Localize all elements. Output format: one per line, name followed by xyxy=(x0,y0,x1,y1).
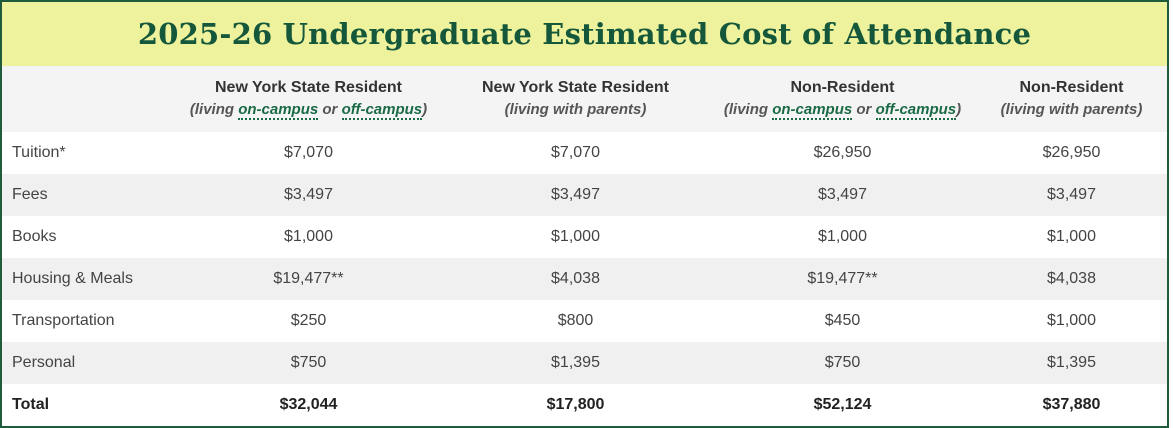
table-cell: $7,070 xyxy=(175,132,442,174)
table-cell: $1,000 xyxy=(442,216,709,258)
table-cell: $1,000 xyxy=(709,216,976,258)
table-header: New York State Resident (living on-campu… xyxy=(2,66,1167,132)
table-cell: $800 xyxy=(442,300,709,342)
subtitle-prefix: (living xyxy=(189,101,239,118)
table-cell: $1,000 xyxy=(976,300,1167,342)
header-nys-resident-campus: New York State Resident (living on-campu… xyxy=(175,66,442,132)
table-row-total: Total $32,044 $17,800 $52,124 $37,880 xyxy=(2,384,1167,426)
subtitle-prefix: (living xyxy=(723,101,773,118)
row-label: Transportation xyxy=(2,300,175,342)
table-cell: $19,477** xyxy=(175,258,442,300)
table-cell: $250 xyxy=(175,300,442,342)
table-row-tuition: Tuition* $7,070 $7,070 $26,950 $26,950 xyxy=(2,132,1167,174)
row-label: Fees xyxy=(2,174,175,216)
table-cell: $1,000 xyxy=(976,216,1167,258)
table-cell: $26,950 xyxy=(709,132,976,174)
table-cell: $7,070 xyxy=(442,132,709,174)
table-row-personal: Personal $750 $1,395 $750 $1,395 xyxy=(2,342,1167,384)
table-cell: $32,044 xyxy=(175,384,442,426)
table-cell: $37,880 xyxy=(976,384,1167,426)
table-cell: $450 xyxy=(709,300,976,342)
table-cell: $4,038 xyxy=(442,258,709,300)
table-cell: $52,124 xyxy=(709,384,976,426)
column-header-title: New York State Resident xyxy=(481,79,670,96)
table-row-books: Books $1,000 $1,000 $1,000 $1,000 xyxy=(2,216,1167,258)
column-header-subtitle: (living with parents) xyxy=(504,101,647,118)
row-label: Tuition* xyxy=(2,132,175,174)
subtitle-middle: or xyxy=(318,101,342,118)
row-label: Books xyxy=(2,216,175,258)
off-campus-link[interactable]: off-campus xyxy=(341,101,423,120)
subtitle-suffix: ) xyxy=(956,101,962,118)
header-nys-resident-parents: New York State Resident (living with par… xyxy=(442,66,709,132)
subtitle-middle: or xyxy=(852,101,876,118)
table-cell: $3,497 xyxy=(709,174,976,216)
table-cell: $750 xyxy=(709,342,976,384)
page-title: 2025-26 Undergraduate Estimated Cost of … xyxy=(137,17,1032,51)
table-cell: $3,497 xyxy=(175,174,442,216)
column-header-title: Non-Resident xyxy=(1019,79,1124,96)
table-cell: $3,497 xyxy=(976,174,1167,216)
header-non-resident-parents: Non-Resident (living with parents) xyxy=(976,66,1167,132)
header-row: New York State Resident (living on-campu… xyxy=(2,66,1167,132)
table-row-transportation: Transportation $250 $800 $450 $1,000 xyxy=(2,300,1167,342)
on-campus-link[interactable]: on-campus xyxy=(772,101,853,120)
header-blank-cell xyxy=(2,66,175,132)
column-header-title: New York State Resident xyxy=(214,79,403,96)
table-row-housing-meals: Housing & Meals $19,477** $4,038 $19,477… xyxy=(2,258,1167,300)
off-campus-link[interactable]: off-campus xyxy=(875,101,957,120)
table-cell: $1,395 xyxy=(442,342,709,384)
row-label: Housing & Meals xyxy=(2,258,175,300)
column-header-subtitle: (living on-campus or off-campus) xyxy=(709,99,976,121)
row-label: Total xyxy=(2,384,175,426)
row-label: Personal xyxy=(2,342,175,384)
table-cell: $1,000 xyxy=(175,216,442,258)
table-row-fees: Fees $3,497 $3,497 $3,497 $3,497 xyxy=(2,174,1167,216)
table-cell: $26,950 xyxy=(976,132,1167,174)
header-non-resident-campus: Non-Resident (living on-campus or off-ca… xyxy=(709,66,976,132)
table-cell: $19,477** xyxy=(709,258,976,300)
table-cell: $4,038 xyxy=(976,258,1167,300)
table-cell: $3,497 xyxy=(442,174,709,216)
table-body: Tuition* $7,070 $7,070 $26,950 $26,950 F… xyxy=(2,132,1167,426)
table-cell: $750 xyxy=(175,342,442,384)
column-header-subtitle: (living on-campus or off-campus) xyxy=(175,99,442,121)
table-cell: $17,800 xyxy=(442,384,709,426)
table-cell: $1,395 xyxy=(976,342,1167,384)
column-header-subtitle: (living with parents) xyxy=(1000,101,1143,118)
title-bar: 2025-26 Undergraduate Estimated Cost of … xyxy=(2,2,1167,66)
column-header-title: Non-Resident xyxy=(790,79,895,96)
on-campus-link[interactable]: on-campus xyxy=(238,101,319,120)
cost-table: New York State Resident (living on-campu… xyxy=(2,66,1167,426)
subtitle-suffix: ) xyxy=(422,101,428,118)
